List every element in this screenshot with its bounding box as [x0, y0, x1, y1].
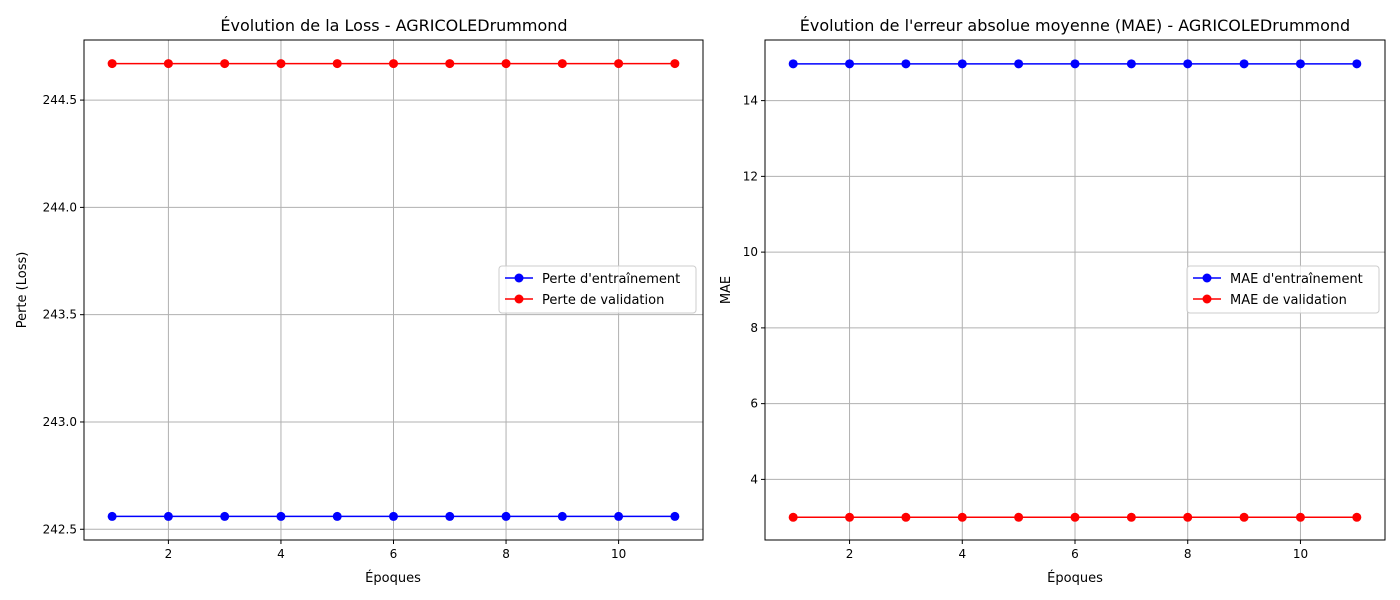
- mae-train-point: [901, 59, 911, 69]
- loss-val-point: [220, 59, 230, 69]
- loss-legend-val-marker: [514, 294, 524, 304]
- mae-chart-title: Évolution de l'erreur absolue moyenne (M…: [800, 16, 1350, 35]
- loss-x-tick-label: 10: [611, 547, 626, 561]
- loss-x-tick-label: 2: [165, 547, 173, 561]
- loss-val-point: [557, 59, 567, 69]
- loss-y-tick-label: 243.5: [43, 308, 77, 322]
- loss-train-point: [220, 511, 230, 521]
- loss-train-point: [557, 511, 567, 521]
- loss-val-point: [163, 59, 173, 69]
- loss-val-point: [445, 59, 455, 69]
- loss-chart-title: Évolution de la Loss - AGRICOLEDrummond: [220, 16, 567, 35]
- mae-y-tick-label: 8: [750, 321, 758, 335]
- mae-legend-val-marker: [1202, 294, 1212, 304]
- mae-legend-frame: [1186, 265, 1380, 314]
- mae-ticks: 2 4 6 8 10 4 6 8 10 12 14: [743, 94, 1308, 561]
- mae-series: [788, 59, 1362, 522]
- loss-train-point: [389, 511, 398, 521]
- loss-chart: Évolution de la Loss - AGRICOLEDrummond …: [15, 16, 704, 586]
- loss-train-point: [501, 511, 511, 521]
- loss-train-point: [670, 511, 680, 521]
- mae-y-tick-label: 10: [743, 245, 758, 259]
- mae-legend: MAE d'entraînement MAE de validation: [1186, 265, 1380, 314]
- mae-x-axis-label: Époques: [1047, 570, 1103, 586]
- mae-legend-train-label: MAE d'entraînement: [1230, 272, 1363, 287]
- mae-train-point: [1352, 59, 1362, 69]
- loss-val-point: [614, 59, 624, 69]
- mae-train-point: [1014, 59, 1024, 69]
- loss-train-point: [107, 511, 117, 521]
- loss-legend-train-label: Perte d'entraînement: [542, 272, 680, 287]
- mae-train-point: [1070, 59, 1080, 69]
- mae-train-point: [1183, 59, 1193, 69]
- mae-val-point: [1295, 512, 1305, 522]
- loss-val-point: [332, 59, 342, 69]
- mae-val-point: [1183, 512, 1193, 522]
- loss-train-point: [332, 511, 342, 521]
- mae-x-tick-label: 6: [1071, 547, 1079, 561]
- mae-y-tick-label: 12: [743, 169, 758, 183]
- loss-x-tick-label: 6: [390, 547, 398, 561]
- mae-val-point: [1239, 512, 1249, 522]
- mae-val-point: [788, 512, 798, 522]
- loss-val-point: [276, 59, 286, 69]
- mae-x-tick-label: 8: [1184, 547, 1192, 561]
- loss-x-axis-label: Époques: [365, 570, 421, 586]
- mae-val-point: [1070, 512, 1080, 522]
- loss-y-axis-label: Perte (Loss): [15, 252, 30, 329]
- loss-series: [107, 59, 680, 521]
- mae-train-point: [788, 59, 798, 69]
- loss-val-point: [670, 59, 680, 69]
- mae-val-point: [1126, 512, 1136, 522]
- mae-val-point: [1014, 512, 1024, 522]
- mae-y-tick-label: 14: [743, 94, 758, 108]
- mae-val-point: [957, 512, 967, 522]
- loss-train-point: [445, 511, 455, 521]
- loss-x-tick-label: 4: [277, 547, 285, 561]
- loss-x-tick-label: 8: [502, 547, 510, 561]
- loss-train-point: [163, 511, 173, 521]
- mae-y-tick-label: 6: [750, 397, 758, 411]
- loss-legend-val-label: Perte de validation: [542, 293, 664, 308]
- mae-train-point: [1239, 59, 1249, 69]
- loss-train-point: [276, 511, 286, 521]
- loss-val-point: [389, 59, 398, 69]
- mae-train-point: [1295, 59, 1305, 69]
- mae-train-point: [957, 59, 967, 69]
- loss-val-point: [107, 59, 117, 69]
- mae-y-axis-label: MAE: [719, 276, 734, 304]
- mae-train-point: [845, 59, 855, 69]
- loss-y-tick-label: 244.0: [43, 200, 77, 214]
- mae-train-point: [1126, 59, 1136, 69]
- loss-ticks: 2 4 6 8 10 242.5 243.0 243.5 244.0 244.5: [43, 93, 627, 561]
- loss-y-tick-label: 244.5: [43, 93, 77, 107]
- mae-y-tick-label: 4: [750, 472, 758, 486]
- loss-train-point: [614, 511, 624, 521]
- loss-legend-train-marker: [514, 273, 524, 283]
- loss-legend: Perte d'entraînement Perte de validation: [498, 265, 697, 314]
- mae-x-tick-label: 2: [846, 547, 854, 561]
- mae-chart: Évolution de l'erreur absolue moyenne (M…: [719, 16, 1386, 586]
- loss-legend-frame: [498, 265, 697, 314]
- mae-val-point: [845, 512, 855, 522]
- loss-y-tick-label: 243.0: [43, 415, 77, 429]
- mae-val-point: [901, 512, 911, 522]
- loss-val-point: [501, 59, 511, 69]
- mae-legend-train-marker: [1202, 273, 1212, 283]
- mae-x-tick-label: 4: [958, 547, 966, 561]
- mae-val-point: [1352, 512, 1362, 522]
- mae-x-tick-label: 10: [1293, 547, 1308, 561]
- mae-legend-val-label: MAE de validation: [1230, 293, 1347, 308]
- loss-y-tick-label: 242.5: [43, 522, 77, 536]
